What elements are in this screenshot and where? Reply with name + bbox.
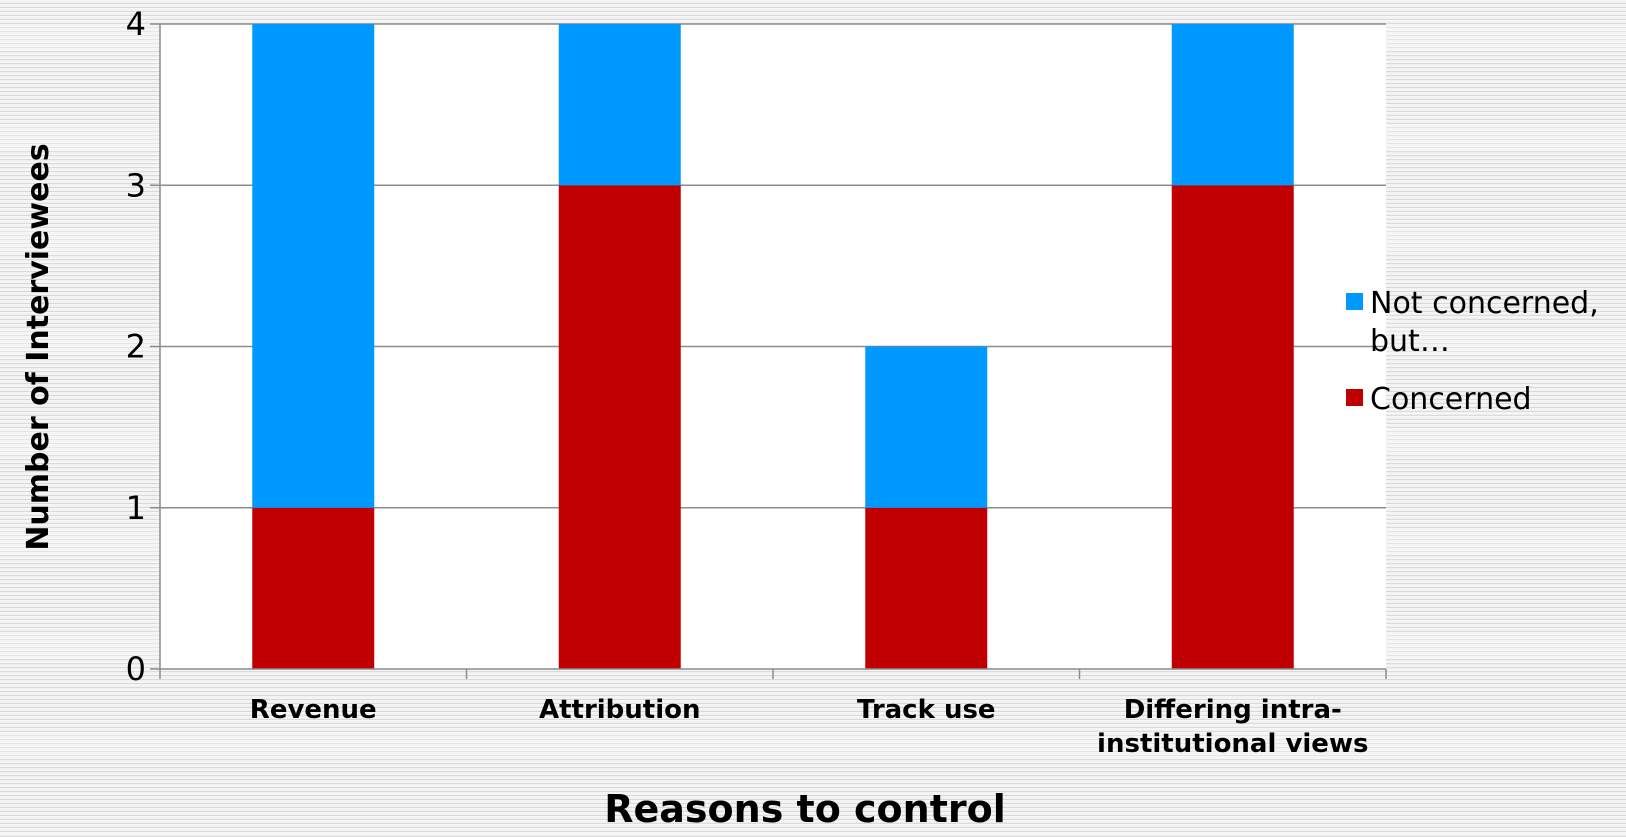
- label-layer: 0 1 2 3 4 Revenue Attribution Track use Differin…: [126, 5, 1369, 759]
- x-category-label-line: Differing intra-: [1124, 695, 1342, 725]
- x-category-label: Revenue: [250, 695, 377, 725]
- legend-label-line: but…: [1370, 324, 1450, 359]
- bar-concerned: [1171, 185, 1294, 669]
- legend-label-line: Not concerned,: [1370, 286, 1599, 321]
- x-axis-title: Reasons to control: [604, 787, 1006, 831]
- y-tick-label: 2: [126, 328, 146, 366]
- bar-not-concerned-but: [1171, 24, 1294, 186]
- x-category-label: Attribution: [539, 695, 701, 725]
- y-tick-label: 3: [126, 166, 146, 204]
- bar-concerned: [252, 507, 375, 669]
- bar-layer: [252, 24, 1294, 669]
- x-category-label: Track use: [857, 695, 996, 725]
- legend-swatch: [1346, 389, 1363, 406]
- bar-not-concerned-but: [865, 346, 988, 508]
- y-tick-label: 1: [126, 489, 146, 527]
- x-category-label: Differing intra-institutional views: [1097, 695, 1368, 759]
- y-tick-label: 4: [126, 5, 146, 43]
- bar-concerned: [865, 507, 988, 669]
- bar-not-concerned-but: [252, 24, 375, 508]
- x-category-label-line: Attribution: [539, 695, 701, 725]
- legend-label: Concerned: [1370, 382, 1532, 417]
- axis-layer: [150, 23, 1387, 679]
- y-axis-title: Number of Interviewees: [21, 143, 56, 550]
- x-category-label-line: institutional views: [1097, 729, 1368, 759]
- bar-not-concerned-but: [558, 24, 681, 186]
- legend-label: Not concerned, but…: [1370, 286, 1599, 359]
- bar-concerned: [558, 185, 681, 669]
- y-tick-label: 0: [126, 650, 146, 688]
- x-category-label-line: Revenue: [250, 695, 377, 725]
- legend-label-line: Concerned: [1370, 382, 1532, 417]
- x-category-label-line: Track use: [857, 695, 996, 725]
- legend-swatch: [1346, 293, 1363, 310]
- legend: Not concerned, but… Concerned: [1346, 286, 1599, 417]
